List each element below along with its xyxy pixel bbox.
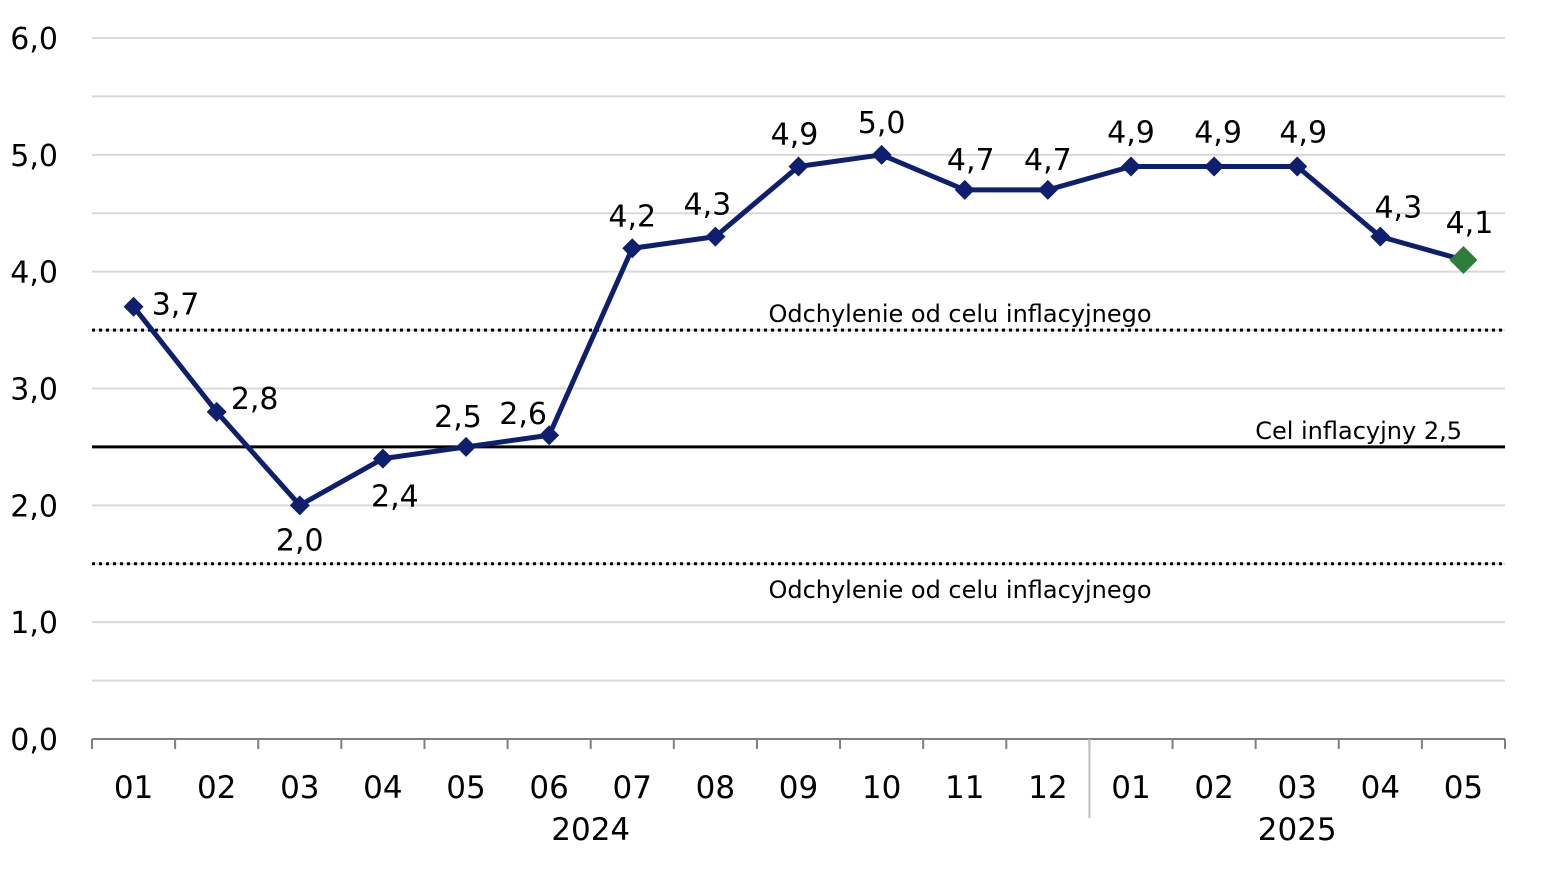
y-axis-ticks: 0,0 1,0 2,0 3,0 4,0 5,0 6,0 [10, 22, 58, 758]
y-tick-label: 1,0 [10, 606, 58, 641]
data-point [539, 425, 560, 446]
y-tick-label: 5,0 [10, 139, 58, 174]
data-label: 2,0 [276, 523, 324, 558]
x-tick-label: 05 [446, 770, 485, 806]
data-point [1204, 156, 1225, 177]
x-tick-label: 03 [1277, 770, 1316, 806]
x-tick-label: 04 [1361, 770, 1400, 806]
data-label: 4,2 [608, 199, 656, 234]
data-point [206, 401, 227, 422]
x-tick-label: 02 [197, 770, 236, 806]
data-label: 4,3 [1374, 191, 1422, 226]
x-tick-label: 10 [862, 770, 901, 806]
deviation-label: Odchylenie od celu inflacyjnego [768, 300, 1151, 328]
x-tick-label: 02 [1194, 770, 1233, 806]
y-tick-label: 3,0 [10, 373, 58, 408]
year-label: 2024 [551, 812, 630, 848]
data-point [788, 156, 809, 177]
reference-lines: Odchylenie od celu inflacyjnego Cel infla… [92, 300, 1505, 604]
data-point [622, 238, 643, 259]
data-label: 4,7 [947, 143, 995, 178]
data-label: 2,6 [499, 397, 547, 432]
series-line [123, 144, 1478, 516]
x-tick-label: 05 [1444, 770, 1483, 806]
data-label: 2,8 [231, 382, 279, 417]
data-label: 5,0 [858, 106, 906, 141]
data-labels: 3,7 2,8 2,0 2,4 2,5 2,6 4,2 4,3 4,9 5,0 4,7 4,7 4,9 4… [152, 106, 1494, 558]
x-tick-label: 06 [529, 770, 568, 806]
data-point [954, 179, 975, 200]
x-tick-label: 08 [696, 770, 735, 806]
data-point [1370, 226, 1391, 247]
year-label: 2025 [1258, 812, 1337, 848]
y-tick-label: 4,0 [10, 256, 58, 291]
x-tick-label: 07 [613, 770, 652, 806]
data-point [1287, 156, 1308, 177]
y-tick-label: 2,0 [10, 489, 58, 524]
data-label: 4,9 [1107, 116, 1155, 151]
x-axis: 01 02 03 04 05 06 07 08 09 10 11 12 01 02 03 04 05 2024 20… [91, 738, 1506, 848]
x-tick-label: 01 [1111, 770, 1150, 806]
data-label: 3,7 [152, 288, 200, 323]
data-point [1120, 156, 1141, 177]
target-label: Cel inflacyjny 2,5 [1255, 417, 1462, 445]
x-tick-label: 04 [363, 770, 402, 806]
data-point [289, 495, 310, 516]
x-tick-label: 12 [1028, 770, 1067, 806]
data-point [705, 226, 726, 247]
data-point [456, 436, 477, 457]
data-point [1037, 179, 1058, 200]
data-point [123, 296, 144, 317]
data-point [1449, 245, 1478, 274]
data-point [871, 144, 892, 165]
y-tick-label: 0,0 [10, 723, 58, 758]
deviation-label: Odchylenie od celu inflacyjnego [768, 576, 1151, 604]
x-tick-label: 11 [945, 770, 984, 806]
x-tick-label: 01 [114, 770, 153, 806]
x-tick-label: 03 [280, 770, 319, 806]
data-point [372, 448, 393, 469]
data-label: 4,9 [771, 118, 819, 153]
data-label: 4,9 [1279, 116, 1327, 151]
y-tick-label: 6,0 [10, 22, 58, 57]
data-label: 4,1 [1446, 206, 1494, 241]
data-label: 2,5 [434, 400, 482, 435]
data-label: 4,3 [684, 188, 732, 223]
data-label: 4,7 [1024, 143, 1072, 178]
x-tick-label: 09 [779, 770, 818, 806]
data-label: 4,9 [1194, 116, 1242, 151]
data-label: 2,4 [371, 480, 419, 515]
